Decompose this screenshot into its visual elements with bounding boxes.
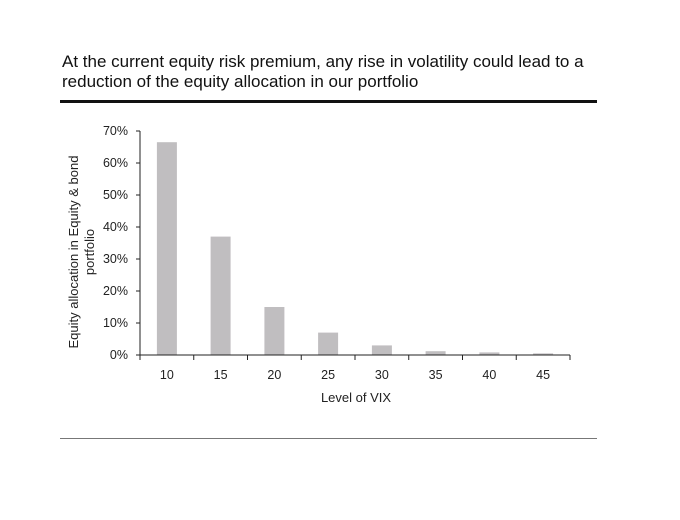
bar-15 [210, 236, 231, 355]
x-tick-label-20: 20 [267, 368, 281, 382]
y-tick-label-0: 0% [110, 348, 128, 362]
bar-40 [479, 352, 500, 355]
x-tick-label-30: 30 [375, 368, 389, 382]
y-tick-label-20: 20% [103, 284, 128, 298]
y-tick-label-10: 10% [103, 316, 128, 330]
bar-30 [371, 345, 392, 355]
y-tick-label-40: 40% [103, 220, 128, 234]
title-underline [60, 100, 597, 103]
bottom-divider [60, 438, 597, 439]
y-tick-label-30: 30% [103, 252, 128, 266]
y-axis-title-line1: Equity allocation in Equity & bond [66, 156, 81, 349]
x-tick-label-40: 40 [482, 368, 496, 382]
x-tick-label-25: 25 [321, 368, 335, 382]
x-tick-label-45: 45 [536, 368, 550, 382]
bar-20 [264, 307, 285, 355]
bar-35 [425, 351, 446, 355]
bar-10 [156, 142, 177, 355]
bar-25 [318, 332, 339, 355]
x-axis-title: Level of VIX [321, 390, 391, 405]
chart-title: At the current equity risk premium, any … [62, 52, 584, 91]
y-axis-title-line2: portfolio [82, 229, 97, 275]
x-tick-label-10: 10 [160, 368, 174, 382]
y-tick-label-60: 60% [103, 156, 128, 170]
y-tick-label-50: 50% [103, 188, 128, 202]
x-tick-label-15: 15 [214, 368, 228, 382]
bar-45 [533, 353, 554, 355]
y-tick-label-70: 70% [103, 124, 128, 138]
plot-area: 0% 10% 20% 30% 40% 50% 60% 70% 10 15 20 25 30 35 40 45 [103, 124, 571, 382]
x-tick-label-35: 35 [429, 368, 443, 382]
